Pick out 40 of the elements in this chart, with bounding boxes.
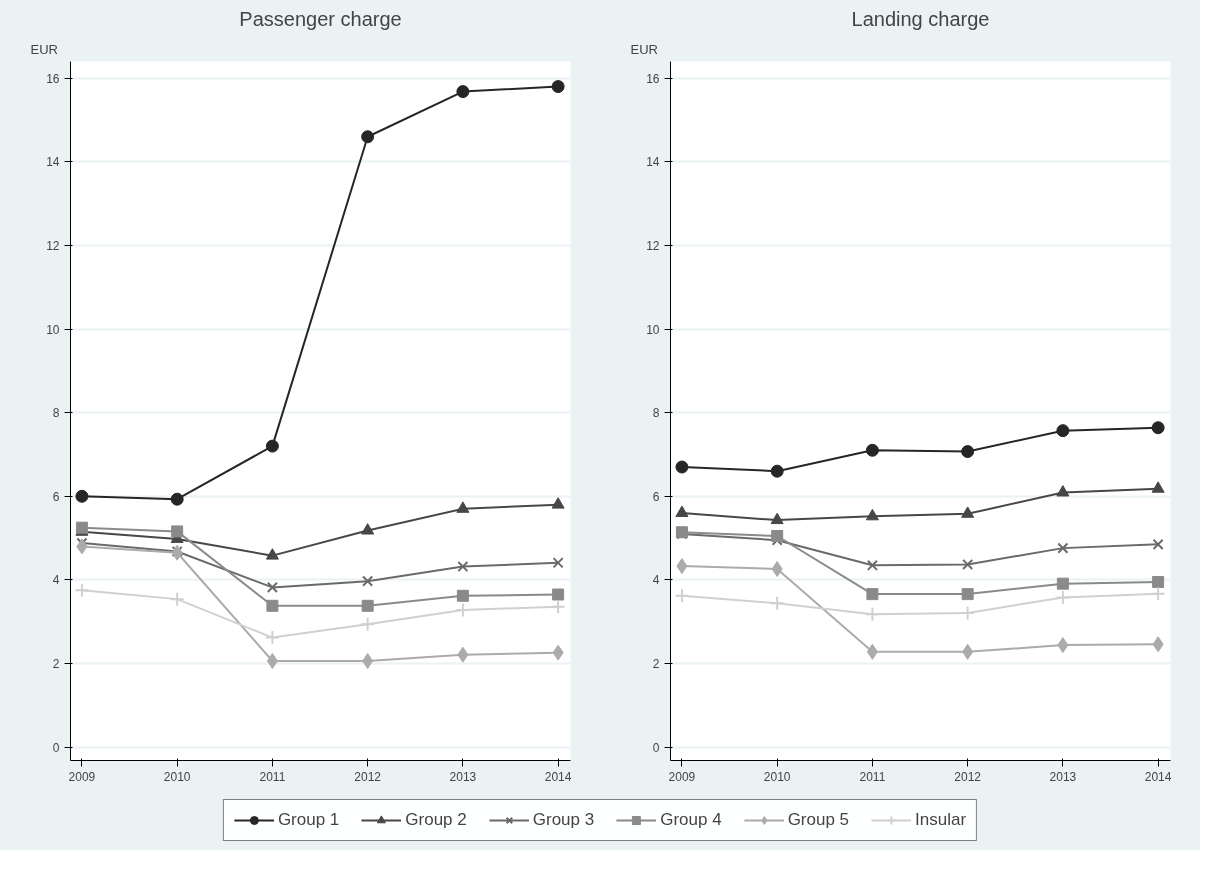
y-tick-label: 14 [46, 155, 60, 170]
y-tick-label: 4 [52, 573, 60, 588]
x-tick-label: 2014 [544, 769, 572, 784]
y-axis-title: EUR [30, 41, 58, 57]
y-tick-label: 2 [52, 657, 60, 672]
y-tick-label: 16 [646, 71, 660, 86]
y-tick-label: 12 [646, 238, 660, 253]
chart-title: Passenger charge [239, 7, 402, 30]
legend-label: Group 2 [405, 810, 467, 830]
legend-label: Group 4 [660, 810, 722, 830]
x-tick-label: 2012 [354, 769, 382, 784]
y-tick-label: 2 [652, 657, 660, 672]
x-tick-label: 2011 [259, 769, 286, 784]
x-tick-label: 2012 [954, 769, 982, 784]
y-tick-label: 10 [46, 322, 60, 337]
x-tick-label: 2013 [449, 769, 477, 784]
y-tick-label: 8 [652, 406, 660, 421]
y-axis-title: EUR [630, 41, 658, 57]
legend-label: Group 5 [787, 810, 850, 830]
y-tick-label: 12 [46, 238, 60, 253]
x-tick-label: 2013 [1049, 769, 1077, 784]
y-tick-label: 6 [652, 489, 660, 504]
y-tick-label: 6 [52, 489, 60, 504]
y-tick-label: 4 [652, 573, 660, 588]
x-tick-label: 2014 [1144, 769, 1172, 784]
legend-label: Group 3 [532, 810, 595, 830]
x-tick-label: 2011 [859, 769, 886, 784]
y-tick-label: 14 [646, 155, 660, 170]
legend-label: Insular [915, 810, 967, 830]
x-tick-label: 2010 [163, 769, 191, 784]
y-tick-label: 0 [52, 740, 60, 755]
x-tick-label: 2009 [68, 769, 96, 784]
y-tick-label: 10 [646, 322, 660, 337]
x-tick-label: 2009 [668, 769, 696, 784]
chart-title: Landing charge [851, 7, 990, 30]
legend-label: Group 1 [277, 810, 340, 830]
x-tick-label: 2010 [763, 769, 791, 784]
y-tick-label: 0 [652, 740, 660, 755]
y-tick-label: 16 [46, 71, 60, 86]
y-tick-label: 8 [52, 406, 60, 421]
